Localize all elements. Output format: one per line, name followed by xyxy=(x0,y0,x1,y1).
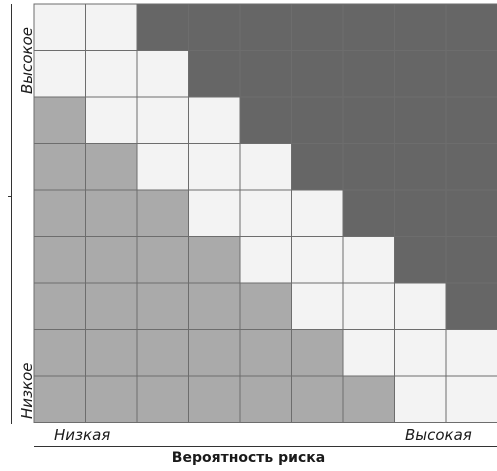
matrix-cell-r4-c7 xyxy=(342,143,395,191)
matrix-cell-r4-c8 xyxy=(394,143,447,191)
matrix-cell-r8-c7 xyxy=(342,329,395,377)
matrix-cell-r3-c2 xyxy=(85,96,138,144)
matrix-cell-r4-c2 xyxy=(85,143,138,191)
matrix-cell-r3-c4 xyxy=(188,96,241,144)
matrix-cell-r9-c6 xyxy=(291,375,344,423)
matrix-cell-r6-c4 xyxy=(188,236,241,284)
matrix-cell-r9-c7 xyxy=(342,375,395,423)
matrix-cell-r1-c1 xyxy=(33,3,86,51)
matrix-cell-r7-c1 xyxy=(33,282,86,330)
matrix-cell-r2-c4 xyxy=(188,50,241,98)
matrix-cell-r1-c7 xyxy=(342,3,395,51)
matrix-cell-r3-c7 xyxy=(342,96,395,144)
matrix-cell-r9-c1 xyxy=(33,375,86,423)
matrix-cell-r2-c9 xyxy=(445,50,497,98)
matrix-cell-r6-c8 xyxy=(394,236,447,284)
matrix-cell-r1-c5 xyxy=(239,3,292,51)
matrix-cell-r1-c8 xyxy=(394,3,447,51)
matrix-cell-r2-c7 xyxy=(342,50,395,98)
matrix-cell-r5-c6 xyxy=(291,189,344,237)
matrix-cell-r8-c2 xyxy=(85,329,138,377)
matrix-cell-r1-c3 xyxy=(136,3,189,51)
matrix-cell-r8-c4 xyxy=(188,329,241,377)
matrix-cell-r9-c5 xyxy=(239,375,292,423)
matrix-cell-r8-c1 xyxy=(33,329,86,377)
matrix-cell-r4-c4 xyxy=(188,143,241,191)
risk-matrix xyxy=(33,3,497,423)
matrix-cell-r1-c4 xyxy=(188,3,241,51)
matrix-cell-r5-c7 xyxy=(342,189,395,237)
matrix-cell-r2-c2 xyxy=(85,50,138,98)
matrix-cell-r2-c3 xyxy=(136,50,189,98)
matrix-cell-r8-c3 xyxy=(136,329,189,377)
matrix-cell-r8-c6 xyxy=(291,329,344,377)
matrix-cell-r9-c8 xyxy=(394,375,447,423)
matrix-cell-r1-c9 xyxy=(445,3,497,51)
matrix-cell-r3-c5 xyxy=(239,96,292,144)
matrix-cell-r7-c7 xyxy=(342,282,395,330)
matrix-cell-r6-c3 xyxy=(136,236,189,284)
matrix-cell-r7-c3 xyxy=(136,282,189,330)
matrix-cell-r7-c8 xyxy=(394,282,447,330)
matrix-cell-r6-c5 xyxy=(239,236,292,284)
matrix-cell-r6-c6 xyxy=(291,236,344,284)
matrix-cell-r4-c1 xyxy=(33,143,86,191)
matrix-cell-r1-c6 xyxy=(291,3,344,51)
matrix-cell-r6-c1 xyxy=(33,236,86,284)
matrix-cell-r7-c6 xyxy=(291,282,344,330)
matrix-cell-r3-c8 xyxy=(394,96,447,144)
matrix-cell-r5-c8 xyxy=(394,189,447,237)
matrix-cell-r2-c1 xyxy=(33,50,86,98)
matrix-cell-r5-c3 xyxy=(136,189,189,237)
matrix-cell-r2-c6 xyxy=(291,50,344,98)
matrix-cell-r8-c9 xyxy=(445,329,497,377)
matrix-cell-r3-c1 xyxy=(33,96,86,144)
matrix-cell-r4-c6 xyxy=(291,143,344,191)
matrix-cell-r3-c3 xyxy=(136,96,189,144)
matrix-cell-r9-c9 xyxy=(445,375,497,423)
matrix-cell-r4-c9 xyxy=(445,143,497,191)
matrix-cell-r5-c5 xyxy=(239,189,292,237)
y-axis-tick xyxy=(8,196,12,197)
matrix-cell-r9-c2 xyxy=(85,375,138,423)
y-axis-line xyxy=(11,4,12,424)
matrix-cell-r3-c6 xyxy=(291,96,344,144)
matrix-cell-r7-c4 xyxy=(188,282,241,330)
matrix-cell-r5-c4 xyxy=(188,189,241,237)
matrix-cell-r6-c2 xyxy=(85,236,138,284)
matrix-cell-r4-c5 xyxy=(239,143,292,191)
x-axis-low-label: Низкая xyxy=(54,426,111,444)
matrix-cell-r8-c8 xyxy=(394,329,447,377)
matrix-cell-r9-c3 xyxy=(136,375,189,423)
x-axis-high-label: Высокая xyxy=(405,426,472,444)
x-axis-line xyxy=(34,446,497,447)
matrix-cell-r6-c7 xyxy=(342,236,395,284)
matrix-cell-r4-c3 xyxy=(136,143,189,191)
matrix-cell-r5-c9 xyxy=(445,189,497,237)
matrix-cell-r8-c5 xyxy=(239,329,292,377)
matrix-cell-r3-c9 xyxy=(445,96,497,144)
matrix-cell-r2-c8 xyxy=(394,50,447,98)
matrix-cell-r6-c9 xyxy=(445,236,497,284)
matrix-cell-r5-c1 xyxy=(33,189,86,237)
matrix-cell-r7-c2 xyxy=(85,282,138,330)
matrix-cell-r9-c4 xyxy=(188,375,241,423)
matrix-cell-r1-c2 xyxy=(85,3,138,51)
matrix-cell-r7-c9 xyxy=(445,282,497,330)
matrix-cell-r7-c5 xyxy=(239,282,292,330)
x-axis-title: Вероятность риска xyxy=(171,450,326,466)
matrix-cell-r5-c2 xyxy=(85,189,138,237)
matrix-cell-r2-c5 xyxy=(239,50,292,98)
